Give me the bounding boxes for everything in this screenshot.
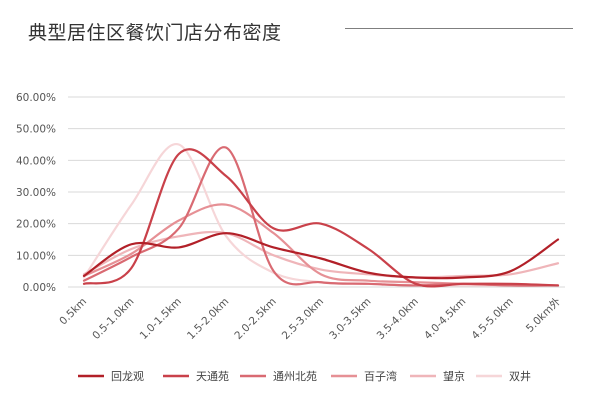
legend-label: 双井 <box>509 369 531 383</box>
x-tick-label: 2.5-3.0km <box>280 296 326 342</box>
chart-title: 典型居住区餐饮门店分布密度 <box>28 22 282 44</box>
gridlines <box>68 96 565 288</box>
y-tick-label: 30.00% <box>16 187 56 199</box>
series-line-1 <box>82 148 560 288</box>
y-tick-label: 10.00% <box>16 250 56 262</box>
x-tick-label: 5.0km外 <box>524 295 564 335</box>
x-tick-label: 0.5km <box>57 296 89 328</box>
series-line-5 <box>82 143 560 287</box>
y-tick-label: 40.00% <box>16 155 56 167</box>
x-tick-label: 1.0-1.5km <box>138 296 184 342</box>
series-line-2 <box>82 146 560 287</box>
x-tick-label: 4.0-4.5km <box>422 296 468 342</box>
legend-label: 通州北苑 <box>273 370 317 383</box>
legend-label: 百子湾 <box>364 369 397 383</box>
legend-label: 天通苑 <box>196 370 229 383</box>
x-tick-label: 1.5-2.0km <box>185 296 231 342</box>
legend: 回龙观 天通苑 通州北苑 百子湾 望京 双井 <box>78 369 531 383</box>
x-tick-label: 3.0-3.5km <box>327 296 373 342</box>
x-tick-label: 4.5-5.0km <box>469 296 515 342</box>
series-line-4 <box>82 230 560 279</box>
x-tick-label: 2.0-2.5km <box>232 296 278 342</box>
series-line-0 <box>82 232 560 280</box>
y-tick-label: 60.00% <box>16 92 56 104</box>
y-tick-label: 20.00% <box>16 219 56 231</box>
title-divider <box>345 28 573 29</box>
x-tick-label: 3.5-4.0km <box>375 296 421 342</box>
legend-label: 回龙观 <box>111 370 144 383</box>
x-tick-label: 0.5-1.0km <box>90 296 136 342</box>
y-axis-ticks: 0.00% 10.00% 20.00% 30.00% 40.00% 50.00% 60.00… <box>16 92 56 294</box>
x-axis-ticks: 0.5km 0.5-1.0km 1.0-1.5km 1.5-2.0km 2.0-2.5k… <box>57 295 563 342</box>
y-tick-label: 50.00% <box>16 124 56 136</box>
legend-label: 望京 <box>443 369 465 383</box>
series-lines <box>82 143 560 288</box>
y-tick-label: 0.00% <box>23 282 56 294</box>
